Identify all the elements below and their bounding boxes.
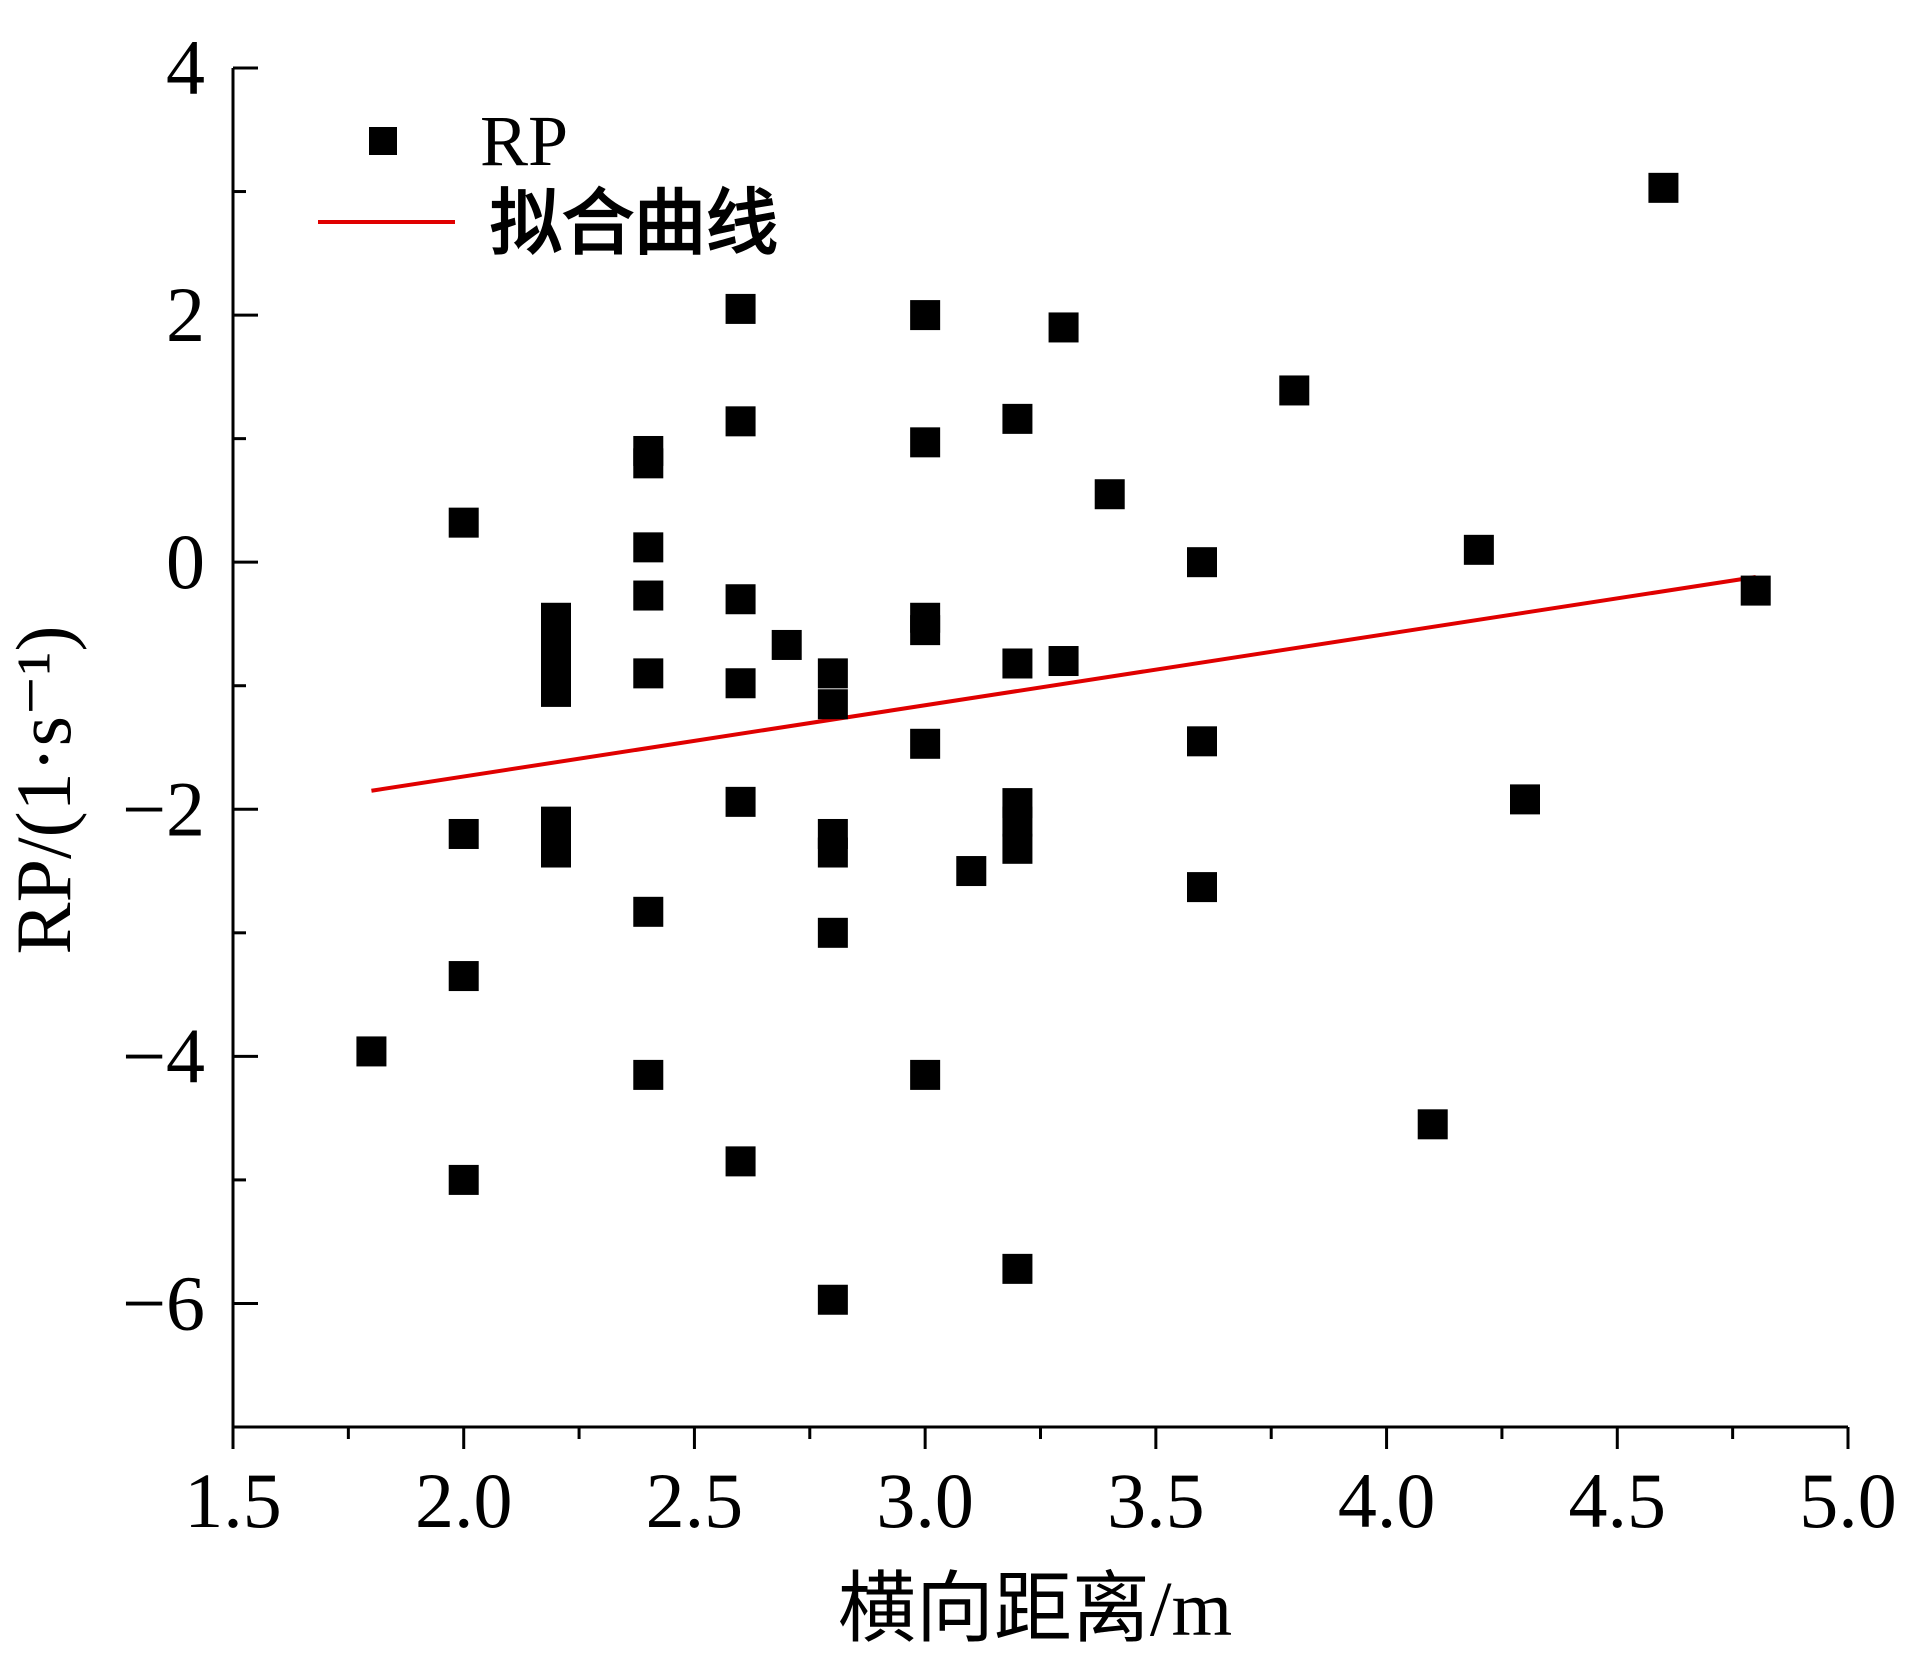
data-point bbox=[910, 615, 941, 646]
x-tick-label: 2.5 bbox=[646, 1457, 744, 1544]
data-point bbox=[725, 668, 756, 699]
data-point bbox=[633, 1059, 664, 1090]
data-point bbox=[725, 584, 756, 615]
data-point bbox=[1002, 403, 1033, 434]
data-point bbox=[1187, 872, 1217, 903]
x-tick-label: 1.5 bbox=[184, 1457, 282, 1544]
data-point bbox=[1648, 172, 1679, 203]
data-point bbox=[633, 532, 664, 563]
y-tick-label: −6 bbox=[122, 1259, 205, 1346]
data-point bbox=[633, 448, 664, 479]
data-point bbox=[817, 837, 848, 868]
legend-label-rp: RP bbox=[480, 101, 568, 181]
data-point bbox=[1740, 575, 1771, 606]
x-tick-label: 5.0 bbox=[1799, 1457, 1897, 1544]
data-point bbox=[448, 818, 479, 849]
data-point bbox=[1463, 534, 1494, 565]
data-point bbox=[1002, 1253, 1033, 1284]
data-point bbox=[956, 856, 987, 887]
data-point bbox=[910, 1059, 941, 1090]
data-point bbox=[1094, 479, 1125, 510]
data-point bbox=[910, 300, 941, 331]
legend: RP 拟合曲线 bbox=[318, 101, 778, 265]
data-point bbox=[633, 580, 664, 611]
data-point bbox=[1048, 646, 1079, 677]
data-point bbox=[448, 507, 479, 538]
data-point bbox=[1417, 1109, 1448, 1140]
data-point bbox=[725, 293, 756, 324]
data-point bbox=[1002, 648, 1033, 679]
data-point bbox=[541, 837, 571, 868]
data-point bbox=[725, 406, 756, 437]
data-point bbox=[817, 658, 848, 689]
data-point bbox=[633, 658, 664, 689]
fit-line bbox=[371, 575, 1757, 793]
data-point bbox=[1510, 784, 1540, 815]
x-tick-label: 3.5 bbox=[1107, 1457, 1205, 1544]
data-point bbox=[448, 1164, 479, 1195]
y-axis: 4 2 0 −2 −4 −6 bbox=[122, 24, 258, 1429]
data-point bbox=[1002, 806, 1033, 837]
legend-marker-square bbox=[369, 127, 397, 155]
x-tick-label: 3.0 bbox=[876, 1457, 974, 1544]
y-axis-title: RP/(1·s⁻¹) bbox=[0, 626, 87, 955]
data-point bbox=[817, 917, 848, 948]
legend-label-fit: 拟合曲线 bbox=[490, 181, 778, 265]
data-point bbox=[541, 676, 571, 707]
data-point bbox=[725, 1146, 756, 1177]
y-tick-label: 2 bbox=[166, 271, 205, 358]
data-point bbox=[910, 728, 941, 759]
data-point bbox=[1187, 726, 1217, 757]
y-tick-label: −2 bbox=[122, 765, 205, 852]
data-point bbox=[1002, 833, 1033, 864]
data-point bbox=[817, 1284, 848, 1315]
data-point bbox=[1048, 312, 1079, 343]
y-tick-label: 4 bbox=[166, 24, 205, 111]
data-point bbox=[771, 629, 802, 660]
y-tick-label: −4 bbox=[122, 1012, 205, 1099]
data-point bbox=[633, 896, 664, 927]
data-point bbox=[817, 689, 848, 720]
x-tick-label: 4.0 bbox=[1338, 1457, 1436, 1544]
data-point bbox=[725, 786, 756, 817]
data-point bbox=[1279, 375, 1310, 406]
data-point bbox=[910, 427, 941, 458]
y-tick-label: 0 bbox=[166, 518, 205, 605]
data-point bbox=[1187, 547, 1217, 578]
data-point bbox=[448, 961, 479, 992]
x-tick-label: 4.5 bbox=[1569, 1457, 1667, 1544]
x-axis-title: 横向距离/m bbox=[838, 1565, 1232, 1652]
data-layer bbox=[356, 172, 1771, 1315]
data-point bbox=[356, 1036, 387, 1067]
x-tick-label: 2.0 bbox=[415, 1457, 513, 1544]
x-axis: 1.5 2.0 2.5 3.0 3.5 4.0 4.5 5.0 bbox=[184, 1425, 1897, 1544]
